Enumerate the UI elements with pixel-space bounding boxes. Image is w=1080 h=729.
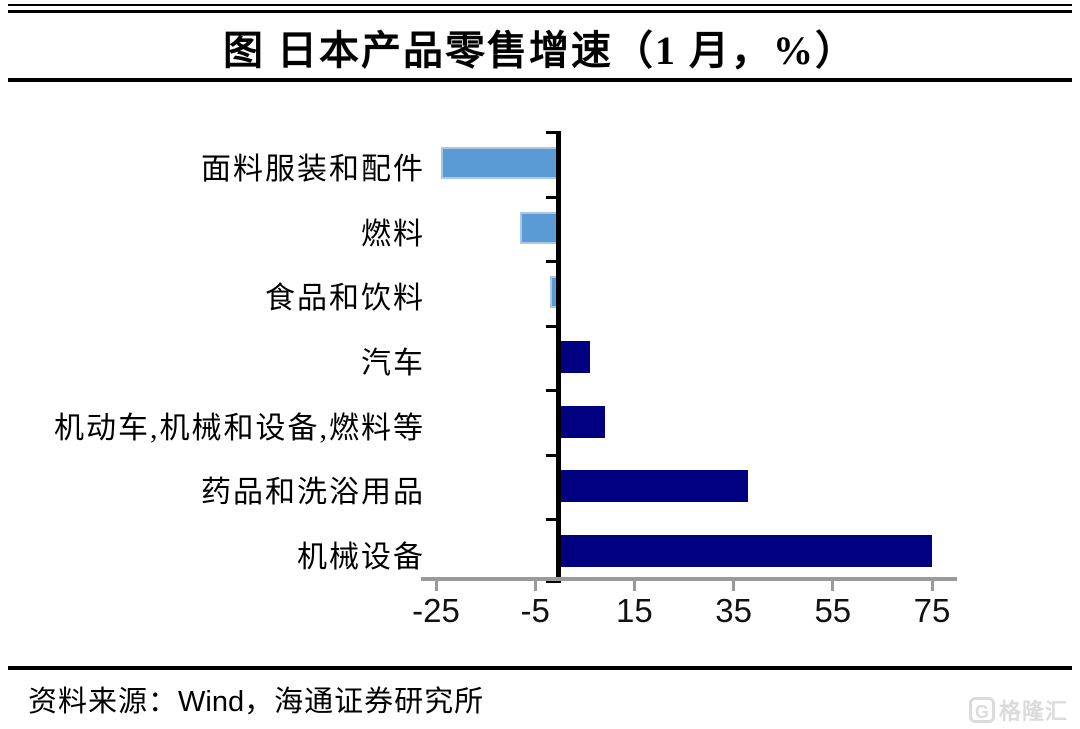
bar [559,341,590,373]
value-axis-tick [732,581,736,591]
bar [559,534,932,567]
top-rule-inner [8,10,1072,13]
category-label: 面料服装和配件 [201,153,425,187]
figure-title: 图 日本产品零售增速（1 月，%） [223,28,857,73]
top-rule-outer [8,4,1072,6]
category-axis-tick [546,131,556,134]
category-label: 食品和饮料 [265,282,425,316]
category-axis-tick [546,324,556,328]
value-axis-line [421,577,957,581]
category-axis-tick [546,580,556,583]
value-axis-tick-label: 55 [814,592,852,629]
category-axis-tick [546,453,556,457]
value-axis-tick-label: 75 [913,592,951,629]
category-axis-tick [546,195,556,199]
title-divider [8,78,1072,82]
source-suffix: ，海通证券研究所 [244,686,485,718]
gelonghui-watermark: G 格隆汇 [968,694,1068,726]
value-axis-tick-label: 15 [616,592,653,629]
source-label: 资料来源： [28,686,179,718]
value-axis-tick [533,581,537,591]
source-name: Wind [178,686,245,718]
value-axis-tick [632,581,636,591]
category-axis-line [556,131,561,583]
category-axis-tick [546,518,556,522]
gelonghui-watermark-text: 格隆汇 [998,699,1068,724]
value-axis-tick-label: 35 [715,592,752,629]
value-axis-tick-label: -5 [520,592,550,629]
bar [520,211,559,244]
value-axis-tick [434,581,438,591]
bar [559,405,605,438]
bar [440,147,559,180]
footer-divider [8,666,1072,670]
category-label: 药品和洗浴用品 [201,476,425,510]
category-label: 机动车,机械和设备,燃料等 [54,411,425,445]
value-axis-tick [930,581,934,591]
category-label: 机械设备 [297,540,425,574]
gelonghui-logo-icon: G [968,697,995,723]
bar-chart: 面料服装和配件燃料食品和饮料汽车机动车,机械和设备,燃料等药品和洗浴用品机械设备… [0,100,1080,660]
category-label: 燃料 [361,217,425,251]
source-note: 资料来源：Wind，海通证券研究所 [28,678,484,720]
category-label: 汽车 [361,347,425,380]
value-axis-tick-label: -25 [412,592,460,629]
bar [559,470,749,503]
category-axis-tick [546,389,556,393]
category-axis-tick [546,260,556,264]
value-axis-tick [831,581,835,591]
